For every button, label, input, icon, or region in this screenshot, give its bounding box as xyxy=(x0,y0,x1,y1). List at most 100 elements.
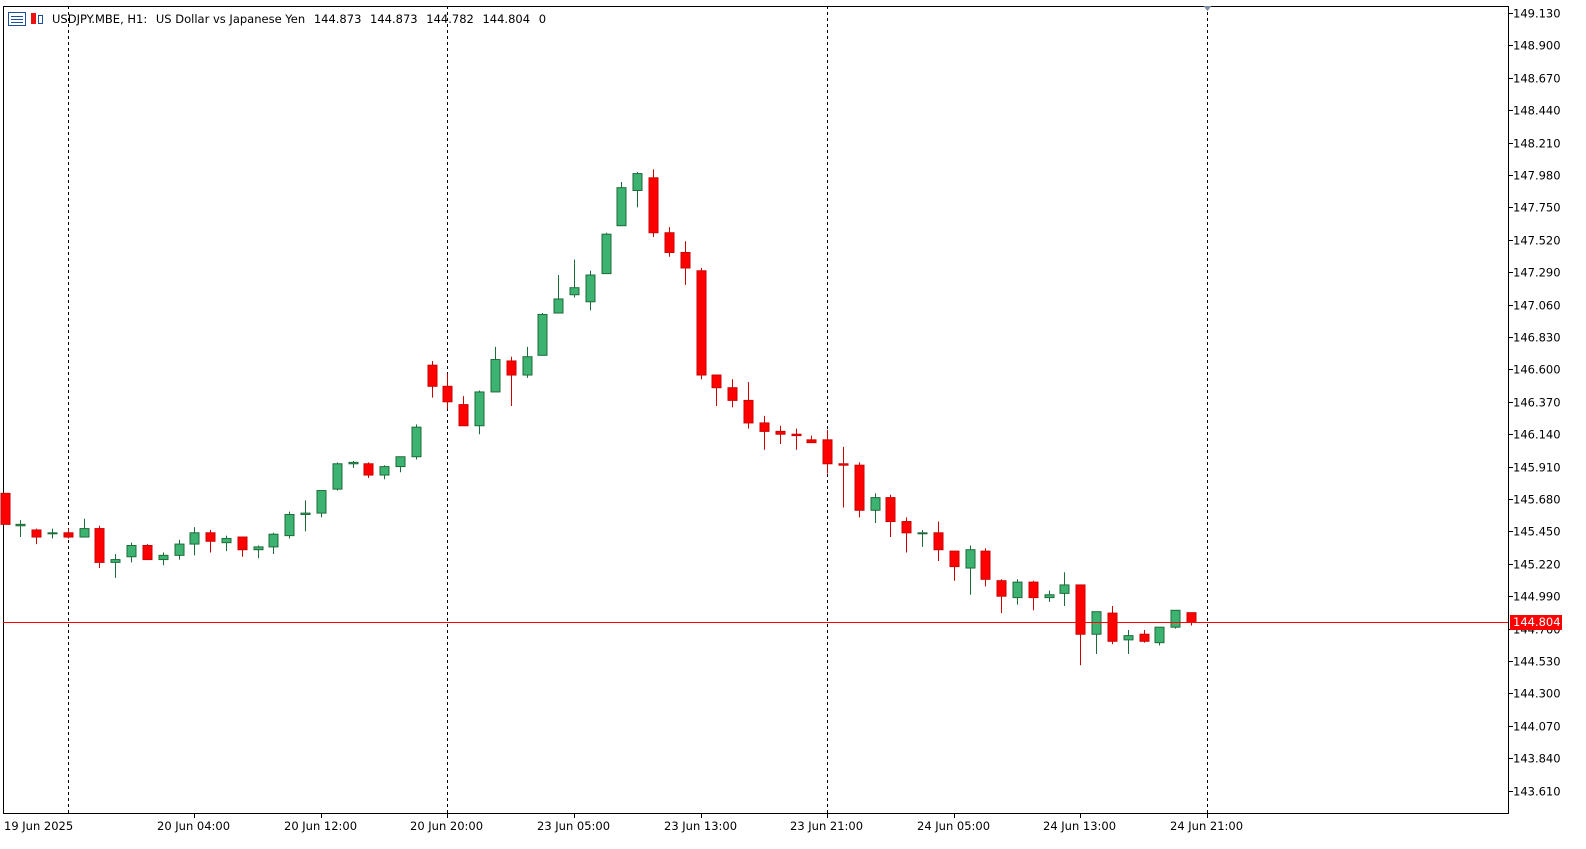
y-tick-label: 143.840 xyxy=(1513,752,1561,766)
candle xyxy=(332,462,343,491)
x-tick-label: 24 Jun 05:00 xyxy=(917,819,990,833)
ohlc-low: 144.782 xyxy=(426,12,474,26)
candle xyxy=(268,532,279,554)
candle xyxy=(253,545,264,559)
candle xyxy=(522,346,533,378)
y-tick-label: 147.290 xyxy=(1513,266,1561,280)
candle xyxy=(601,232,612,275)
candle xyxy=(110,553,121,578)
candle xyxy=(1028,580,1039,611)
candle xyxy=(1059,572,1070,607)
ohlc-high: 144.873 xyxy=(370,12,418,26)
candle xyxy=(205,529,216,553)
x-tick-label: 20 Jun 12:00 xyxy=(284,819,357,833)
candlestick-icon[interactable] xyxy=(30,12,46,26)
candle xyxy=(63,528,74,539)
candle xyxy=(379,465,390,480)
candle xyxy=(316,490,327,518)
y-tick-label: 146.370 xyxy=(1513,396,1561,410)
list-icon[interactable] xyxy=(8,12,26,26)
candle xyxy=(506,356,517,407)
candle xyxy=(174,539,185,560)
y-tick-label: 146.600 xyxy=(1513,363,1561,377)
candle xyxy=(1123,630,1134,654)
y-tick-label: 144.990 xyxy=(1513,590,1561,604)
candle xyxy=(1044,590,1055,602)
y-tick-label: 145.450 xyxy=(1513,525,1561,539)
candle xyxy=(696,267,707,380)
y-tick-label: 149.130 xyxy=(1513,7,1561,21)
candle xyxy=(759,415,770,450)
candle xyxy=(743,382,754,429)
candle xyxy=(94,525,105,569)
candle xyxy=(553,275,564,314)
candle xyxy=(822,429,833,474)
candle xyxy=(838,446,849,508)
y-tick-label: 146.830 xyxy=(1513,331,1561,345)
candle xyxy=(711,374,722,407)
ohlc-close: 144.804 xyxy=(482,12,531,26)
candle xyxy=(1075,584,1086,666)
candle xyxy=(300,500,311,532)
candle xyxy=(1186,612,1197,626)
y-tick-label: 145.220 xyxy=(1513,558,1561,572)
candle xyxy=(632,172,643,208)
candle xyxy=(980,548,991,587)
candle xyxy=(664,227,675,257)
candle xyxy=(142,544,153,561)
candle xyxy=(411,424,422,460)
y-tick-label: 146.140 xyxy=(1513,428,1561,442)
x-tick-label: 19 Jun 2025 xyxy=(4,819,73,833)
candle xyxy=(917,529,928,547)
symbol-info: USDJPY.MBE, H1: US Dollar vs Japanese Ye… xyxy=(52,12,551,26)
candle xyxy=(427,360,438,398)
ohlc-open: 144.873 xyxy=(313,12,362,26)
candle xyxy=(1107,606,1118,645)
candle xyxy=(775,425,786,445)
candle xyxy=(996,579,1007,614)
candle xyxy=(885,494,896,538)
candle xyxy=(901,517,912,553)
candle xyxy=(126,542,137,563)
candle xyxy=(680,241,691,285)
candle xyxy=(237,536,248,557)
y-tick-label: 147.520 xyxy=(1513,234,1561,248)
y-tick-label: 145.910 xyxy=(1513,461,1561,475)
y-tick-label: 144.300 xyxy=(1513,687,1561,701)
candle xyxy=(933,521,944,561)
symbol-label: USDJPY.MBE, H1: xyxy=(52,12,148,26)
shift-marker-icon[interactable] xyxy=(1203,6,1212,11)
x-tick-label: 23 Jun 21:00 xyxy=(790,819,863,833)
candle xyxy=(395,456,406,473)
x-tick-label: 24 Jun 21:00 xyxy=(1170,819,1243,833)
candle xyxy=(458,396,469,427)
current-price-tag: 144.804 xyxy=(1510,614,1562,630)
candle xyxy=(1091,611,1102,654)
y-tick-label: 147.750 xyxy=(1513,201,1561,215)
candle xyxy=(616,182,627,227)
candle xyxy=(31,528,42,545)
candle xyxy=(585,270,596,311)
candle xyxy=(648,169,659,237)
candle xyxy=(47,528,58,539)
candle xyxy=(490,346,501,393)
symbol-description: US Dollar vs Japanese Yen xyxy=(155,12,306,26)
x-tick-label: 20 Jun 20:00 xyxy=(410,819,483,833)
candle xyxy=(727,379,738,408)
candle xyxy=(363,462,374,478)
y-tick-label: 148.900 xyxy=(1513,39,1561,53)
candle xyxy=(442,373,453,409)
y-tick-label: 143.610 xyxy=(1513,785,1561,799)
candle xyxy=(965,545,976,595)
candle xyxy=(79,518,90,538)
candle xyxy=(949,550,960,581)
chart-header: USDJPY.MBE, H1: US Dollar vs Japanese Ye… xyxy=(8,10,551,28)
y-tick-label: 148.210 xyxy=(1513,137,1561,151)
x-tick-label: 20 Jun 04:00 xyxy=(157,819,230,833)
y-tick-label: 145.680 xyxy=(1513,493,1561,507)
candle xyxy=(0,492,11,525)
candle xyxy=(348,460,359,469)
candle xyxy=(1170,609,1181,629)
candle xyxy=(189,527,200,556)
